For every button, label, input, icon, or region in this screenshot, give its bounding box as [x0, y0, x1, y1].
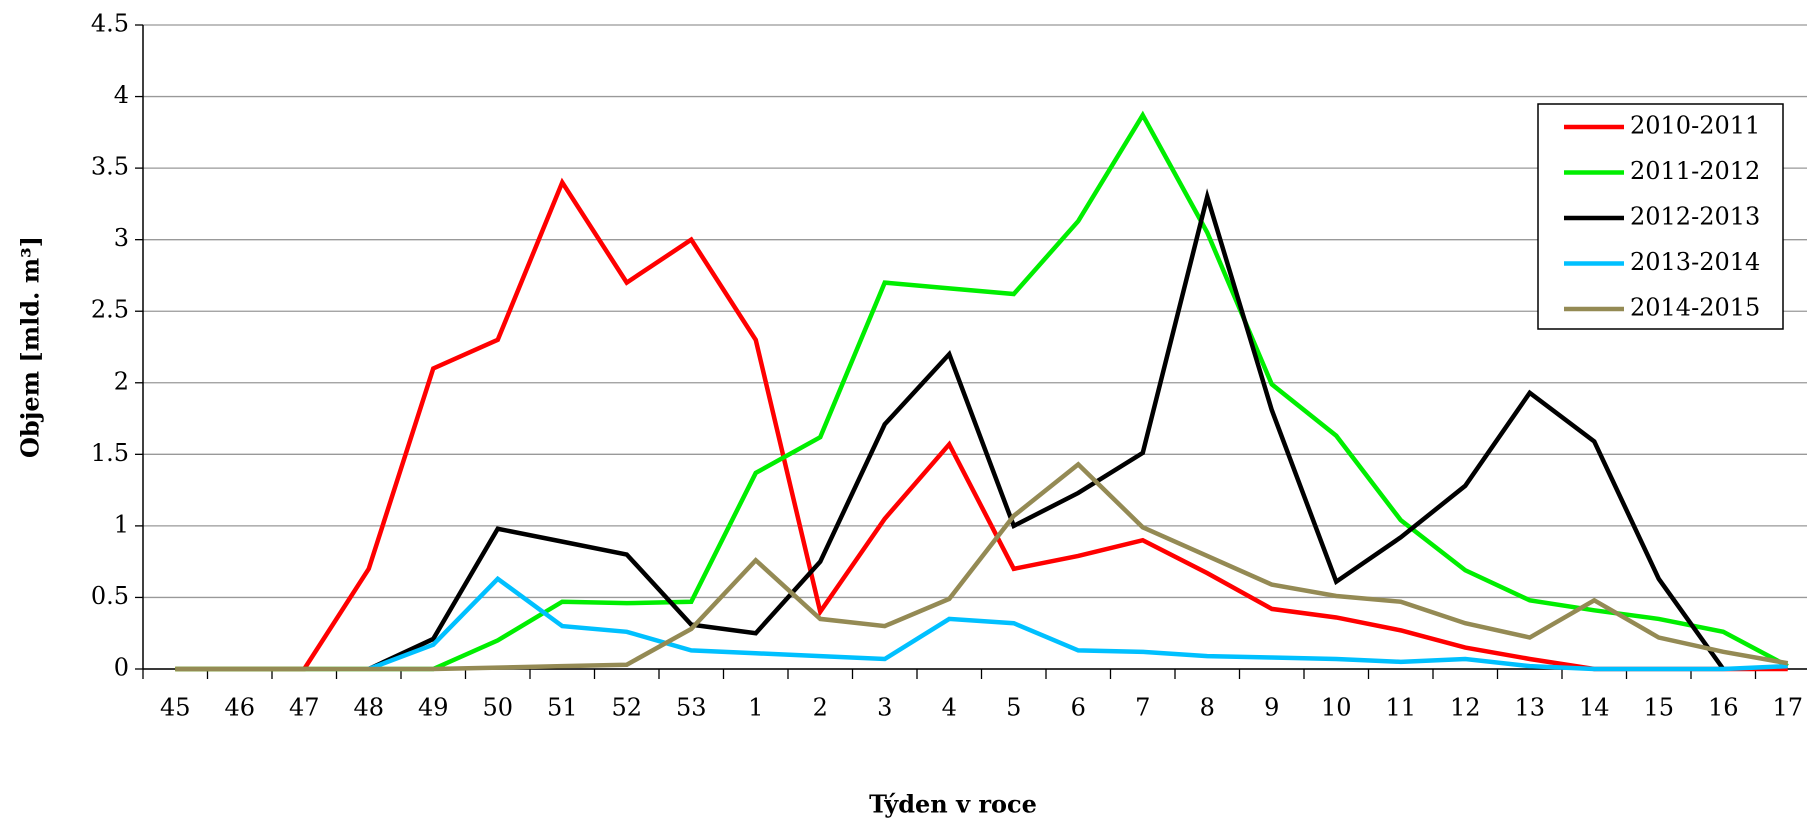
y-axis-label: Objem [mld. m³] — [16, 236, 45, 458]
x-tick-label: 2 — [813, 694, 828, 722]
y-tick-label: 2 — [114, 367, 129, 395]
x-tick-label: 12 — [1450, 694, 1481, 722]
legend-label: 2013-2014 — [1630, 248, 1760, 276]
x-tick-label: 17 — [1772, 694, 1803, 722]
x-tick-label: 45 — [160, 694, 191, 722]
x-tick-label: 50 — [482, 694, 513, 722]
legend-label: 2014-2015 — [1630, 294, 1760, 322]
series-line — [175, 177, 1788, 672]
legend-label: 2011-2012 — [1630, 157, 1760, 185]
legend-label: 2010-2011 — [1630, 112, 1760, 140]
x-tick-label: 14 — [1579, 694, 1610, 722]
series-line — [175, 461, 1789, 672]
y-tick-label: 3.5 — [91, 153, 129, 181]
x-tick-label: 48 — [353, 694, 384, 722]
x-tick-label: 16 — [1708, 694, 1739, 722]
x-tick-label: 11 — [1385, 694, 1416, 722]
x-tick-label: 5 — [1006, 694, 1021, 722]
x-axis-label: Týden v roce — [869, 790, 1037, 819]
x-tick-label: 4 — [942, 694, 957, 722]
y-tick-label: 4.5 — [91, 10, 129, 38]
x-tick-label: 8 — [1200, 694, 1215, 722]
y-tick-label: 3 — [114, 224, 129, 252]
series-line — [175, 110, 1789, 672]
legend-label: 2012-2013 — [1630, 203, 1760, 231]
x-tick-label: 1 — [748, 694, 763, 722]
y-tick-label: 0.5 — [91, 582, 129, 610]
series-line — [367, 575, 1788, 672]
y-tick-label: 1 — [114, 510, 129, 538]
y-tick-label: 0 — [114, 654, 129, 682]
x-tick-label: 52 — [611, 694, 642, 722]
x-tick-label: 7 — [1135, 694, 1150, 722]
x-tick-label: 49 — [418, 694, 449, 722]
x-tick-label: 53 — [676, 694, 707, 722]
x-tick-label: 9 — [1264, 694, 1279, 722]
legend: 2010-2011 2011-2012 2012-2013 2013-2014 2014… — [1537, 103, 1784, 330]
x-tick-label: 47 — [289, 694, 320, 722]
x-tick-label: 15 — [1643, 694, 1674, 722]
x-tick-label: 51 — [547, 694, 578, 722]
series-line — [367, 188, 1726, 672]
x-tick-label: 46 — [224, 694, 255, 722]
x-tick-label: 10 — [1321, 694, 1352, 722]
y-tick-label: 2.5 — [91, 296, 129, 324]
y-tick-label: 1.5 — [91, 439, 129, 467]
x-tick-label: 3 — [877, 694, 892, 722]
y-tick-label: 4 — [114, 81, 129, 109]
x-tick-label: 6 — [1071, 694, 1086, 722]
x-tick-label: 13 — [1514, 694, 1545, 722]
